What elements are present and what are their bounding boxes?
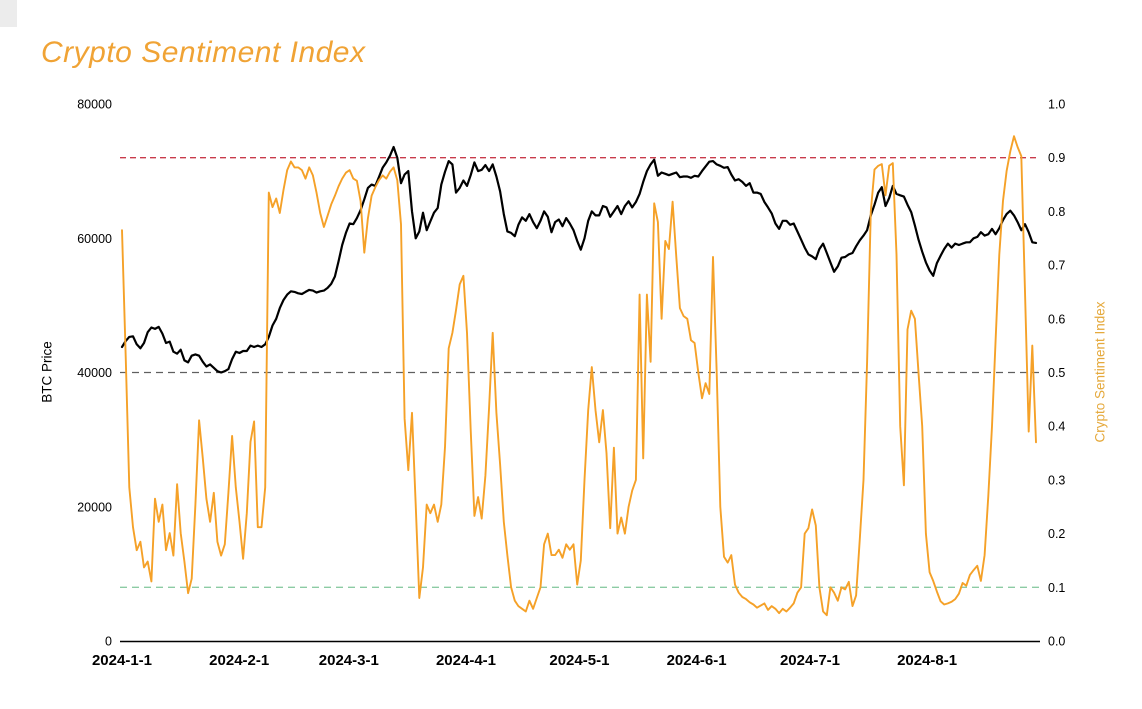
y-left-tick-label: 0 xyxy=(105,635,112,649)
y-right-tick-label: 0.4 xyxy=(1048,420,1065,434)
y-left-tick-label: 60000 xyxy=(77,232,112,246)
x-tick-label: 2024-3-1 xyxy=(319,652,379,669)
x-tick-label: 2024-4-1 xyxy=(436,652,496,669)
y-right-tick-label: 0.9 xyxy=(1048,151,1065,165)
y-right-tick-label: 0.0 xyxy=(1048,635,1065,649)
y-right-tick-label: 0.3 xyxy=(1048,473,1065,487)
x-tick-label: 2024-5-1 xyxy=(549,652,609,669)
x-tick-label: 2024-2-1 xyxy=(209,652,269,669)
y-right-tick-label: 0.7 xyxy=(1048,259,1065,273)
x-tick-label: 2024-6-1 xyxy=(667,652,727,669)
chart-title: Crypto Sentiment Index xyxy=(41,36,366,69)
screenshot-corner-artifact xyxy=(0,0,17,27)
x-tick-label: 2024-1-1 xyxy=(92,652,152,669)
y-right-tick-label: 1.0 xyxy=(1048,98,1065,112)
x-tick-label: 2024-7-1 xyxy=(780,652,840,669)
series-line-crypto-sentiment-index xyxy=(121,135,1037,617)
y-right-tick-label: 0.6 xyxy=(1048,312,1065,326)
y-left-tick-label: 80000 xyxy=(77,98,112,112)
y-left-tick-label: 40000 xyxy=(77,366,112,380)
series-line-btc-price xyxy=(120,145,1038,374)
y-right-tick-label: 0.2 xyxy=(1048,527,1065,541)
y-right-tick-label: 0.8 xyxy=(1048,205,1065,219)
x-tick-label: 2024-8-1 xyxy=(897,652,957,669)
y-right-tick-label: 0.5 xyxy=(1048,366,1065,380)
y-right-tick-label: 0.1 xyxy=(1048,581,1065,595)
y-left-tick-label: 20000 xyxy=(77,500,112,514)
